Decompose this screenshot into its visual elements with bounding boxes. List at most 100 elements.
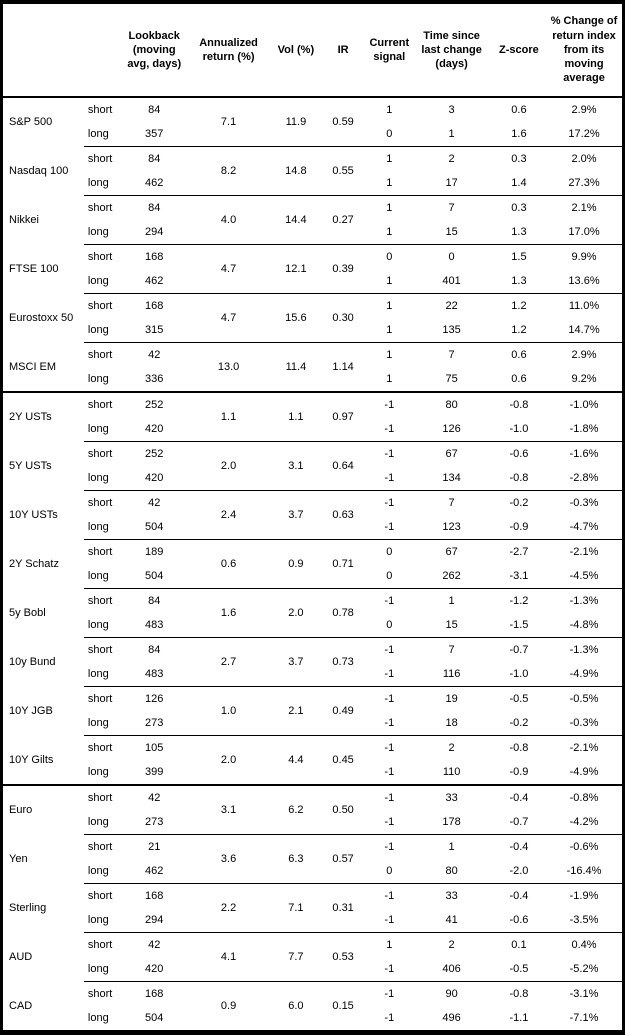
z-score-long-value: 1.3 — [511, 225, 527, 238]
annualized-return-value: 2.4 — [184, 490, 273, 540]
leg-label-long: long — [87, 569, 109, 582]
current-signal-short-value: -1 — [367, 686, 412, 711]
z-score-long-value: -3.1 — [509, 569, 529, 582]
vol-value: 15.6 — [272, 293, 319, 343]
leg-label-short: short — [83, 146, 125, 171]
current-signal-short-value: -1 — [367, 637, 412, 662]
pct-change-long-value: -4.9% — [569, 667, 599, 680]
asset-name: Nikkei — [9, 213, 39, 226]
pct-change-long-value: -1.8% — [569, 422, 599, 435]
vol-value: 3.7 — [272, 490, 319, 540]
time-since-short-value: 3 — [448, 103, 455, 116]
z-score-short-value: -0.2 — [491, 490, 547, 515]
leg-label-short: short — [83, 784, 125, 810]
ir-value: 0.39 — [319, 244, 368, 294]
z-score-short-value: 1.5 — [491, 244, 547, 269]
time-since-short-value: 67 — [411, 441, 492, 466]
pct-change-short-value: -1.0% — [546, 391, 624, 417]
leg-label-short: short — [83, 981, 125, 1006]
asset-row-long: long 483 0 15 -1.5 -4.8% — [2, 613, 624, 638]
asset-name: 5Y USTs — [9, 459, 52, 472]
leg-label-short: short — [87, 103, 113, 116]
z-score-long-value: -0.2 — [509, 716, 529, 729]
asset-row-short: AUD short 42 4.1 7.7 0.53 1 2 0.1 0.4% — [2, 932, 624, 982]
current-signal-long-value: 1 — [386, 274, 393, 287]
time-since-short-value: 1 — [411, 588, 492, 613]
asset-row-long: long 420 -1 134 -0.8 -2.8% — [2, 466, 624, 491]
time-since-long-value: 496 — [442, 1011, 461, 1024]
pct-change-short-value: -0.6% — [546, 834, 624, 859]
current-signal-short-value: -1 — [367, 441, 412, 466]
asset-row-long: long 294 1 15 1.3 17.0% — [2, 220, 624, 245]
z-score-long-value: 1.3 — [511, 274, 527, 287]
current-signal-short-value: 1 — [386, 103, 393, 116]
lookback-long-value: 399 — [145, 765, 164, 778]
z-score-long-value: -2.0 — [509, 864, 529, 877]
asset-row-long: long 462 1 17 1.4 27.3% — [2, 171, 624, 196]
lookback-long-value: 504 — [145, 569, 164, 582]
asset-name: 10Y JGB — [9, 704, 53, 717]
leg-label-short: short — [83, 637, 125, 662]
ir-value: 0.57 — [319, 834, 368, 884]
current-signal-short-value: -1 — [367, 490, 412, 515]
current-signal-long-value: -1 — [384, 1011, 395, 1024]
leg-label-long: long — [87, 667, 109, 680]
time-since-long-value: 15 — [445, 225, 458, 238]
current-signal-long-value: -1 — [384, 962, 395, 975]
z-score-short-value: -0.6 — [491, 441, 547, 466]
asset-name: Yen — [9, 852, 28, 865]
time-since-short-value: 67 — [411, 539, 492, 564]
pct-change-long-value: -0.3% — [569, 716, 599, 729]
leg-label-short: short — [83, 883, 125, 908]
current-signal-short-value: -1 — [367, 981, 412, 1006]
pct-change-short-value: -0.8% — [546, 784, 624, 810]
lookback-short-value: 168 — [124, 883, 185, 908]
asset-row-short: Euro short 42 3.1 6.2 0.50 -1 33 -0.4 -0.8% — [1, 784, 624, 835]
current-signal-long-value: 0 — [386, 618, 393, 631]
annualized-return-value: 2.7 — [184, 637, 273, 687]
asset-name: MSCI EM — [9, 360, 57, 373]
vol-value: 2.0 — [272, 588, 319, 638]
asset-row-short: 10Y JGB short 126 1.0 2.1 0.49 -1 19 -0.5 -0.5% — [2, 686, 624, 736]
asset-name: S&P 500 — [9, 116, 53, 129]
lookback-long-value: 504 — [145, 1011, 164, 1024]
annualized-return-value: 2.0 — [184, 735, 273, 785]
lookback-long-value: 462 — [145, 176, 164, 189]
leg-label-short: short — [83, 490, 125, 515]
asset-row-long: long 357 0 1 1.6 17.2% — [2, 122, 624, 147]
lookback-long-value: 462 — [145, 864, 164, 877]
z-score-long-value: -1.0 — [509, 422, 529, 435]
z-score-short-value: -2.7 — [491, 539, 547, 564]
z-score-long-value: 1.6 — [511, 127, 527, 140]
annualized-return-value: 3.6 — [184, 834, 273, 884]
asset-row-short: Yen short 21 3.6 6.3 0.57 -1 1 -0.4 -0.6% — [2, 834, 624, 884]
lookback-long-value: 420 — [145, 471, 164, 484]
asset-name: Eurostoxx 50 — [9, 311, 74, 324]
asset-row-short: 2Y USTs short 252 1.1 1.1 0.97 -1 80 -0.8 -1.0% — [1, 391, 624, 442]
lookback-short-value: 168 — [124, 244, 185, 269]
leg-label-long: long — [87, 864, 109, 877]
pct-change-short-value: 2.1% — [546, 195, 624, 220]
time-since-long-value: 17 — [445, 176, 458, 189]
pct-change-short-value: -3.1% — [546, 981, 624, 1006]
pct-change-short-value: 2.9% — [571, 103, 597, 116]
pct-change-short-value: -1.3% — [546, 637, 624, 662]
ir-value: 0.63 — [319, 490, 368, 540]
time-since-long-value: 401 — [442, 274, 461, 287]
pct-change-short-value: -1.3% — [546, 588, 624, 613]
lookback-long-value: 273 — [145, 815, 164, 828]
z-score-long-value: -1.5 — [509, 618, 529, 631]
current-signal-long-value: 0 — [386, 569, 393, 582]
leg-label-long: long — [87, 176, 109, 189]
pct-change-long-value: -4.9% — [569, 765, 599, 778]
header-leg — [83, 2, 125, 98]
lookback-short-value: 21 — [124, 834, 185, 859]
leg-label-long: long — [87, 765, 109, 778]
asset-row-long: long 294 -1 41 -0.6 -3.5% — [2, 908, 624, 933]
asset-row-short: 10Y USTs short 42 2.4 3.7 0.63 -1 7 -0.2 -0.3% — [2, 490, 624, 540]
lookback-long-value: 420 — [145, 422, 164, 435]
current-signal-short-value: -1 — [367, 391, 412, 417]
asset-row-long: long 483 -1 116 -1.0 -4.9% — [2, 662, 624, 687]
lookback-long-value: 294 — [145, 225, 164, 238]
z-score-long-value: -0.6 — [509, 913, 529, 926]
